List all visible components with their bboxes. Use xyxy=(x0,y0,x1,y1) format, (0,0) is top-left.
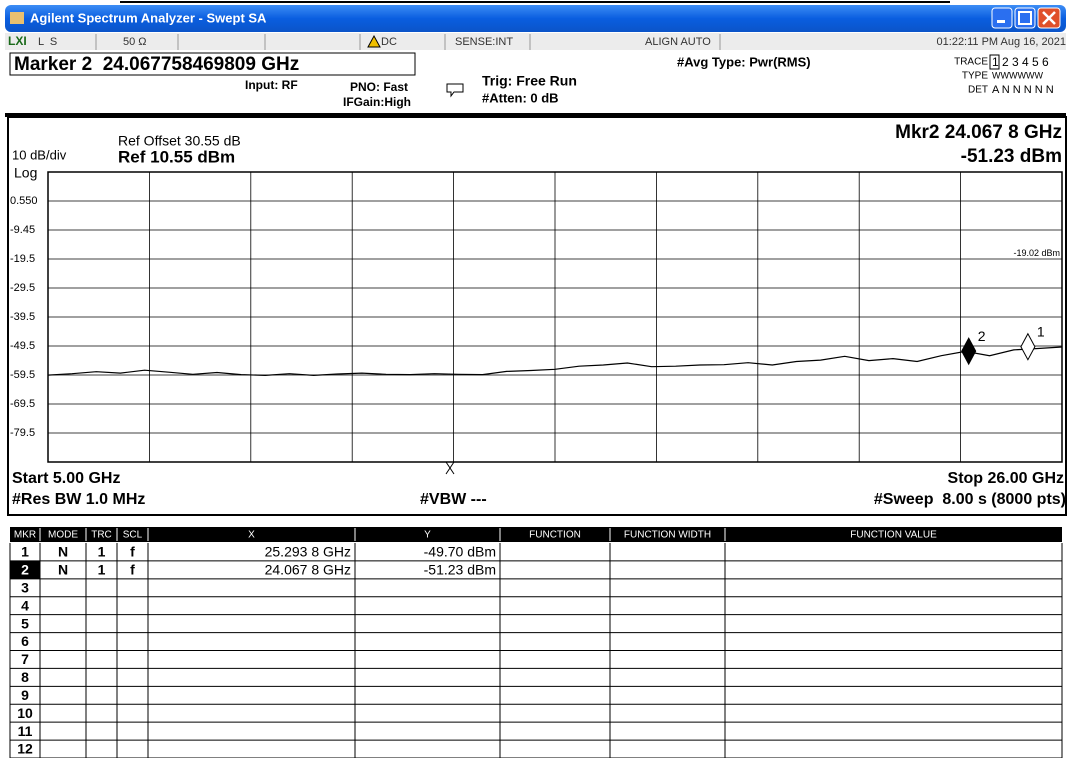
lxi-logo: LXI xyxy=(8,34,27,48)
marker-setting: Marker 2 24.067758469809 GHz xyxy=(14,54,299,75)
scale: 10 dB/div xyxy=(12,147,67,162)
window-title: Agilent Spectrum Analyzer - Swept SA xyxy=(30,10,267,25)
trig-setting: Trig: Free Run xyxy=(482,73,577,89)
trigger-icon xyxy=(446,83,464,98)
y-tick-label: -49.5 xyxy=(10,340,35,352)
display-line-label: -19.02 dBm xyxy=(1013,248,1060,258)
status-datetime: 01:22:11 PM Aug 16, 2021 xyxy=(937,36,1066,48)
status-bar xyxy=(5,33,1066,50)
ref-level: Ref 10.55 dBm xyxy=(118,147,235,166)
table-cell: 6 xyxy=(21,633,29,649)
minimize-icon xyxy=(997,20,1005,23)
trigger-marker xyxy=(445,461,455,475)
y-tick-label: -69.5 xyxy=(10,398,35,410)
marker-diamond xyxy=(1020,332,1036,361)
y-tick-label: -9.45 xyxy=(10,224,35,236)
table-cell: 3 xyxy=(21,579,29,595)
ref-offset: Ref Offset 30.55 dB xyxy=(118,133,241,149)
det-values: A N N N N N xyxy=(992,84,1054,96)
table-cell: 8 xyxy=(21,669,29,685)
y-tick-label: -39.5 xyxy=(10,311,35,323)
vbw: #VBW --- xyxy=(420,491,487,508)
pno-setting: PNO: Fast xyxy=(350,80,408,94)
status-mode: L S xyxy=(38,36,57,48)
table-cell: 4 xyxy=(21,597,29,613)
close-icon xyxy=(1042,11,1056,25)
y-tick-label: -59.5 xyxy=(10,369,35,381)
table-header: FUNCTION VALUE xyxy=(850,530,937,541)
dynamic-layer: 0.550 -9.45 -19.5 -29.5 -39.5 -49.5 -59.5 -69.5… xyxy=(9,171,1063,758)
table-header: FUNCTION WIDTH xyxy=(624,530,711,541)
y-tick-label: -79.5 xyxy=(10,427,35,439)
table-cell: 5 xyxy=(21,615,29,631)
res-bw: #Res BW 1.0 MHz xyxy=(12,491,145,508)
table-cell: 11 xyxy=(18,723,33,739)
table-header-bg xyxy=(10,527,1062,542)
table-cell: 1 xyxy=(98,544,106,560)
input-setting: Input: RF xyxy=(245,78,298,92)
table-cell: 25.293 8 GHz xyxy=(265,544,351,560)
table-panel xyxy=(5,518,1066,758)
ifgain-setting: IFGain:High xyxy=(343,95,411,109)
table-cell: 10 xyxy=(17,705,33,721)
y-tick-label: -29.5 xyxy=(10,282,35,294)
title-bar xyxy=(5,5,1066,32)
y-tick-label: 0.550 xyxy=(10,195,38,207)
table-cell: f xyxy=(130,544,135,560)
table-cell: f xyxy=(130,562,135,578)
active-row-highlight xyxy=(10,560,40,579)
sweep: #Sweep 8.00 s (8000 pts) xyxy=(874,491,1066,508)
scale-type: Log xyxy=(14,165,37,181)
table-header: FUNCTION xyxy=(529,530,581,541)
trace-highlight xyxy=(989,54,1000,70)
start-freq: Start 5.00 GHz xyxy=(12,470,120,487)
table-header: X xyxy=(248,530,255,541)
status-impedance: 50 Ω xyxy=(123,36,147,48)
minimize-button[interactable] xyxy=(991,7,1013,29)
table-header: MODE xyxy=(48,530,78,541)
avg-type-setting: #Avg Type: Pwr(RMS) xyxy=(677,54,811,69)
table-cell: -49.70 dBm xyxy=(424,544,496,560)
atten-setting: #Atten: 0 dB xyxy=(482,90,559,105)
type-label: TYPE xyxy=(962,71,988,82)
table-cell: 1 xyxy=(98,562,106,578)
stop-freq: Stop 26.00 GHz xyxy=(948,470,1064,487)
app-icon xyxy=(10,12,24,24)
marker-diamond xyxy=(961,337,977,366)
y-tick-label: -19.5 xyxy=(10,253,35,265)
marker-label: 2 xyxy=(978,328,986,344)
table-cell: 9 xyxy=(21,687,29,703)
trace xyxy=(47,346,1063,377)
table-header: TRC xyxy=(91,530,112,541)
det-label: DET xyxy=(968,85,988,96)
marker-box[interactable] xyxy=(9,52,416,76)
warning-icon xyxy=(367,34,381,48)
table-cell: N xyxy=(58,562,68,578)
maximize-icon xyxy=(1018,11,1032,25)
marker-readout-freq: Mkr2 24.067 8 GHz xyxy=(895,122,1062,143)
trace-label: TRACE xyxy=(954,57,988,68)
type-values: WWWWWW xyxy=(992,70,1043,80)
status-separators xyxy=(95,34,721,50)
table-cell: 24.067 8 GHz xyxy=(265,562,351,578)
table-header: Y xyxy=(424,530,431,541)
table-cell: N xyxy=(58,544,68,560)
panel-separator xyxy=(5,113,1066,117)
table-header: SCL xyxy=(123,530,143,541)
marker-label: 1 xyxy=(1037,323,1045,339)
status-align: ALIGN AUTO xyxy=(645,36,711,48)
trace-numbers: 1 2 3 4 5 6 xyxy=(992,55,1049,69)
table-cell: -51.23 dBm xyxy=(424,562,496,578)
table-cell: 12 xyxy=(17,741,33,757)
table-cell: 2 xyxy=(21,562,29,578)
status-sense: SENSE:INT xyxy=(455,36,513,48)
marker-readout-amp: -51.23 dBm xyxy=(961,146,1062,167)
table-header: MKR xyxy=(14,530,36,541)
status-coupling: DC xyxy=(381,36,397,48)
table-cell: 7 xyxy=(21,651,29,667)
table-cell: 1 xyxy=(21,544,29,560)
